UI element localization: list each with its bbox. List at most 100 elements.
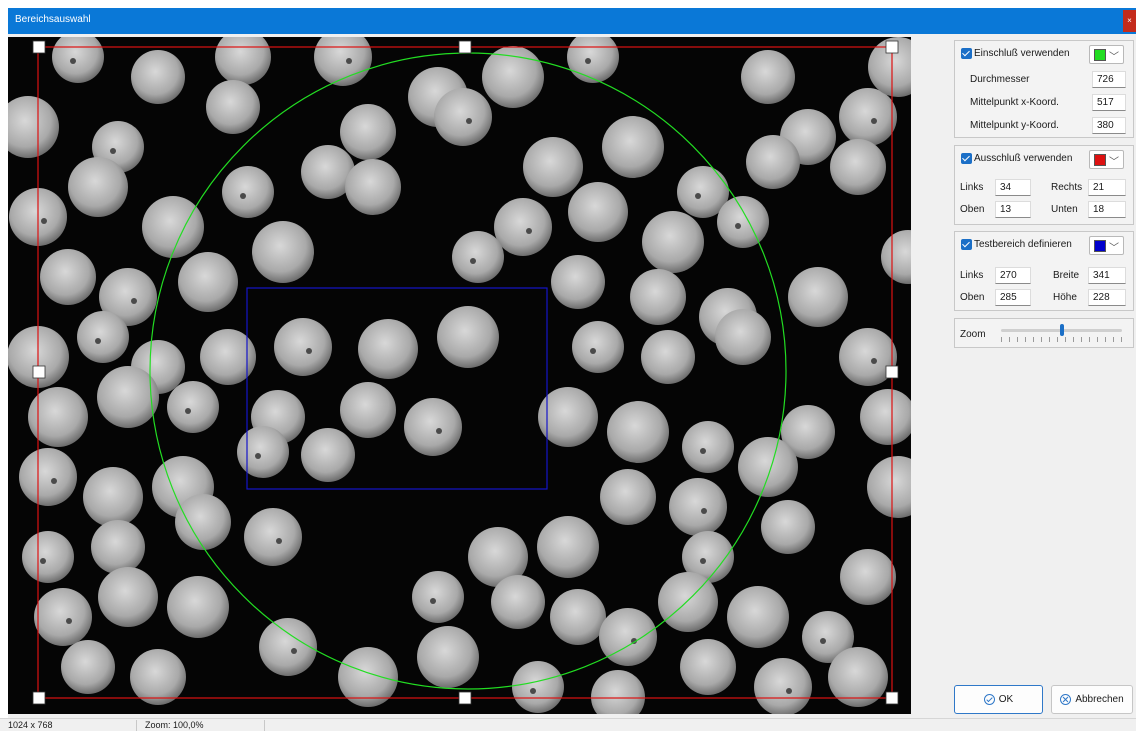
cell-nucleus-dot [470, 258, 476, 264]
cell-particle [746, 135, 800, 189]
cell-particle [68, 157, 128, 217]
cell-particle [340, 382, 396, 438]
status-bar: 1024 x 768 Zoom: 100,0% [0, 718, 1136, 731]
exclusion-right-field[interactable]: 21 [1088, 179, 1126, 196]
cell-particle [19, 448, 77, 506]
cell-particle [99, 268, 157, 326]
cell-particle [28, 387, 88, 447]
cell-particle [537, 516, 599, 578]
cell-nucleus-dot [95, 338, 101, 344]
cell-particle [788, 267, 848, 327]
image-canvas[interactable] [8, 37, 911, 714]
diameter-field[interactable]: 726 [1092, 71, 1126, 88]
cell-particle [482, 46, 544, 108]
cell-particle [215, 37, 271, 85]
cell-nucleus-dot [695, 193, 701, 199]
center-x-field[interactable]: 517 [1092, 94, 1126, 111]
cell-nucleus-dot [786, 688, 792, 694]
status-dimensions: 1024 x 768 [0, 720, 137, 731]
cell-particle [669, 478, 727, 536]
cell-particle [61, 640, 115, 694]
cell-particle [630, 269, 686, 325]
cell-particle [434, 88, 492, 146]
chevron-down-icon: ﹀ [1109, 157, 1119, 168]
test-area-color-picker[interactable]: ﹀ [1089, 236, 1124, 255]
cell-particle [491, 575, 545, 629]
cancel-button-label: Abbrechen [1075, 694, 1124, 705]
exclusion-color-picker[interactable]: ﹀ [1089, 150, 1124, 169]
test-area-checkbox[interactable] [961, 239, 972, 250]
cell-nucleus-dot [735, 223, 741, 229]
inclusion-color-picker[interactable]: ﹀ [1089, 45, 1124, 64]
center-x-label: Mittelpunkt x-Koord. [970, 97, 1059, 108]
cell-particle [452, 231, 504, 283]
center-y-label: Mittelpunkt y-Koord. [970, 120, 1059, 131]
cell-particle [682, 531, 734, 583]
cell-particle [641, 330, 695, 384]
cell-particle [523, 137, 583, 197]
inclusion-checkbox-row[interactable]: Einschluß verwenden [961, 48, 1070, 59]
inclusion-checkbox[interactable] [961, 48, 972, 59]
image-viewport[interactable] [8, 37, 911, 714]
test-area-left-field[interactable]: 270 [995, 267, 1031, 284]
test-area-label: Testbereich definieren [974, 239, 1072, 250]
cell-particle [222, 166, 274, 218]
cell-particle [494, 198, 552, 256]
cell-particle [77, 311, 129, 363]
cell-particle [840, 549, 896, 605]
cell-particle [468, 527, 528, 587]
cell-particle [83, 467, 143, 527]
test-area-top-label: Oben [960, 292, 985, 303]
center-y-field[interactable]: 380 [1092, 117, 1126, 134]
cell-particle [301, 428, 355, 482]
cell-particle [142, 196, 204, 258]
cell-particle [244, 508, 302, 566]
cell-particle [717, 196, 769, 248]
cell-nucleus-dot [70, 58, 76, 64]
cell-particle [568, 182, 628, 242]
cell-particle [8, 96, 59, 158]
cell-particle [658, 572, 718, 632]
cell-particle [761, 500, 815, 554]
ok-button[interactable]: OK [954, 685, 1043, 714]
handle-top-center [458, 40, 472, 54]
test-area-width-field[interactable]: 341 [1088, 267, 1126, 284]
cell-nucleus-dot [871, 118, 877, 124]
cell-particle [754, 658, 812, 714]
exclusion-bottom-field[interactable]: 18 [1088, 201, 1126, 218]
cell-nucleus-dot [820, 638, 826, 644]
status-zoom: Zoom: 100,0% [137, 720, 265, 731]
cell-particle [237, 426, 289, 478]
exclusion-left-field[interactable]: 34 [995, 179, 1031, 196]
inclusion-label: Einschluß verwenden [974, 48, 1070, 59]
cell-particle [412, 571, 464, 623]
handle-top-left [32, 40, 46, 54]
inclusion-group: Einschluß verwenden ﹀ Durchmesser 726 Mi… [954, 40, 1134, 138]
cell-particle [607, 401, 669, 463]
test-area-top-field[interactable]: 285 [995, 289, 1031, 306]
cell-particle [167, 576, 229, 638]
cancel-button[interactable]: Abbrechen [1051, 685, 1133, 714]
cell-particle [591, 670, 645, 714]
handle-top-right [885, 40, 899, 54]
test-area-checkbox-row[interactable]: Testbereich definieren [961, 239, 1072, 250]
close-button[interactable]: × [1123, 10, 1136, 32]
exclusion-checkbox[interactable] [961, 153, 972, 164]
handle-bottom-right [885, 691, 899, 705]
cell-particle [738, 437, 798, 497]
cell-nucleus-dot [40, 558, 46, 564]
resize-handles[interactable] [32, 40, 899, 705]
test-area-height-field[interactable]: 228 [1088, 289, 1126, 306]
exclusion-top-field[interactable]: 13 [995, 201, 1031, 218]
cell-particle [98, 567, 158, 627]
exclusion-right-label: Rechts [1051, 182, 1083, 193]
cell-particle [130, 649, 186, 705]
test-area-rectangle[interactable] [246, 287, 548, 490]
zoom-slider-ticks [1001, 337, 1122, 342]
zoom-slider-thumb[interactable] [1059, 324, 1064, 336]
cell-nucleus-dot [346, 58, 352, 64]
cell-nucleus-dot [185, 408, 191, 414]
cell-particle [131, 50, 185, 104]
cell-nucleus-dot [631, 638, 637, 644]
exclusion-checkbox-row[interactable]: Ausschluß verwenden [961, 153, 1072, 164]
